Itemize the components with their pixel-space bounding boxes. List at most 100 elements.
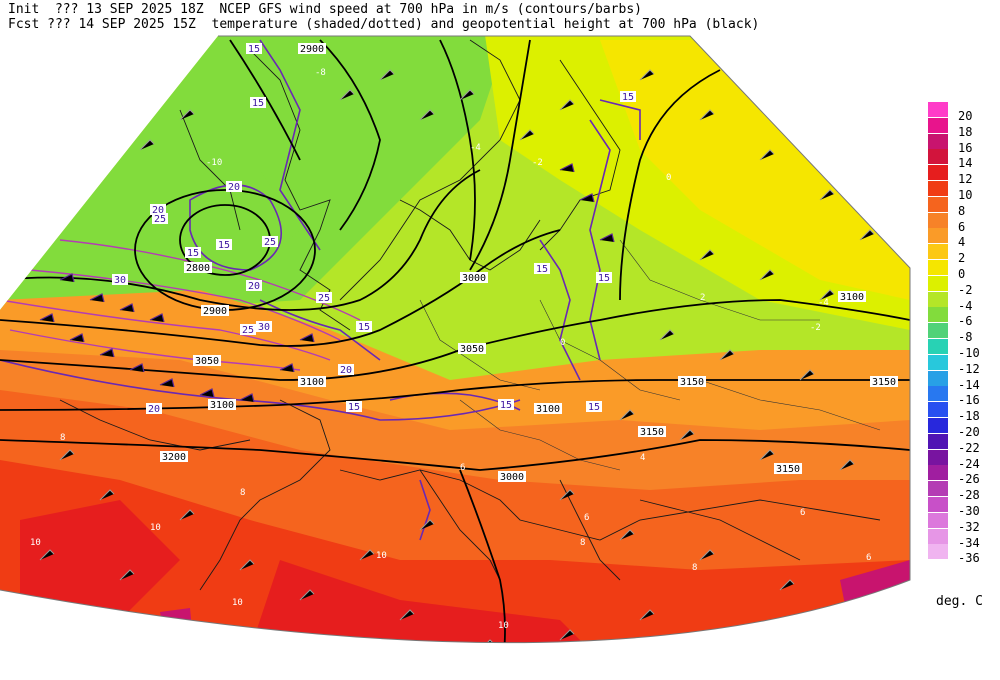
wind-speed-label: 15 [218, 240, 230, 251]
height-label-box [160, 451, 188, 462]
height-label: 3200 [162, 452, 186, 463]
wind-speed-label-box [146, 403, 162, 414]
temperature-label: -4 [818, 298, 829, 308]
height-label: 3150 [872, 377, 896, 388]
colorbar-swatch [928, 260, 948, 275]
wind-speed-label-box [152, 213, 168, 224]
domain-edge [0, 35, 911, 644]
colorbar-label: -12 [958, 361, 980, 376]
colorbar-label: -20 [958, 425, 980, 439]
height-label-box [208, 399, 236, 410]
colorbar-swatch [928, 244, 948, 260]
colorbar-label: -14 [958, 377, 980, 392]
temperature-label: 8 [580, 538, 585, 548]
wind-speed-label-box [185, 247, 201, 258]
height-label-box [638, 426, 666, 437]
wind-speed-label-box [240, 324, 256, 335]
wind-speed-label-box [586, 401, 602, 412]
temperature-label: 2 [700, 293, 705, 303]
temperature-label: 8 [60, 433, 65, 443]
temperature-label: -2 [532, 158, 543, 168]
wind-speed-label: 20 [248, 281, 260, 292]
colorbar-swatch [928, 149, 948, 165]
temperature-label: 6 [460, 463, 465, 473]
wind-speed-label: 15 [187, 248, 199, 259]
forecast-time: Fcst ??? 14 SEP 2025 15Z [8, 17, 196, 32]
colorbar-label: -22 [958, 440, 980, 455]
product-subtitle: temperature (shaded/dotted) and geopoten… [211, 17, 760, 32]
wind-speed-label: 15 [358, 322, 370, 333]
wind-speed-label-box [216, 239, 232, 250]
colorbar-label: 18 [958, 124, 973, 139]
wind-speed-label-box [620, 91, 636, 102]
colorbar-label: -16 [958, 393, 980, 408]
wind-speed-label-box [534, 263, 550, 274]
temperature-label: 6 [866, 553, 871, 563]
temperature-label: -2 [810, 323, 821, 333]
wind-speed-label-box [596, 272, 612, 283]
temperature-label: 4 [640, 453, 645, 463]
temperature-label: -10 [206, 158, 222, 168]
height-label: 3050 [195, 356, 219, 367]
colorbar-swatch [928, 307, 948, 323]
wind-speed-label-box [150, 204, 166, 215]
colorbar-swatch [928, 449, 948, 465]
temperature-label: 10 [150, 523, 161, 533]
temperature-label: 10 [30, 538, 41, 548]
wind-speed-label-box [246, 43, 262, 54]
colorbar-swatch [928, 512, 948, 528]
height-label: 3150 [680, 377, 704, 388]
temperature-label: 10 [498, 621, 509, 631]
temperature-label: 0 [560, 338, 565, 348]
wind-speed-label: 15 [622, 92, 634, 103]
temperature-label: 6 [584, 513, 589, 523]
temperature-label: 10 [376, 551, 387, 561]
height-label: 3100 [210, 400, 234, 411]
wind-speed-label: 15 [500, 400, 512, 411]
height-label-box [774, 463, 802, 474]
colorbar-swatch [928, 212, 948, 228]
wind-speed-label-box [346, 401, 362, 412]
colorbar-swatch [928, 354, 948, 370]
colorbar-label: 14 [958, 156, 973, 171]
wind-speed-label-box [226, 181, 242, 192]
colorbar-label: 12 [958, 172, 973, 187]
height-label-box [201, 305, 229, 316]
wind-speed-label: 15 [252, 98, 264, 109]
colorbar-swatch [928, 481, 948, 497]
height-label: 2900 [300, 44, 324, 55]
init-time: Init ??? 13 SEP 2025 18Z [8, 2, 204, 17]
colorbar-swatch [928, 102, 948, 117]
temperature-label: 10 [232, 598, 243, 608]
wind-speed-label: 25 [242, 325, 254, 336]
wind-barbs-strong [39, 163, 615, 403]
wind-speed-label: 20 [228, 182, 240, 193]
wind-speed-label: 20 [152, 205, 164, 216]
wind-speed-label-box [256, 321, 272, 332]
height-label-box [460, 272, 488, 283]
colorbar-label: -24 [958, 456, 980, 471]
colorbar-label: -8 [958, 330, 973, 345]
temperature-label: 10 [296, 647, 307, 657]
wind-speed-label: 25 [318, 293, 330, 304]
colorbar-label: 20 [958, 109, 973, 123]
colorbar-swatch [928, 291, 948, 307]
height-label: 3150 [776, 464, 800, 475]
colorbar-swatch [928, 228, 948, 244]
colorbar-swatch [928, 133, 948, 149]
colorbar-label: 0 [958, 267, 966, 281]
temperature-label: 0 [666, 173, 671, 183]
colorbar-swatch [928, 528, 948, 544]
colorbar-label: 8 [958, 203, 966, 218]
header-line-2: Fcst ??? 14 SEP 2025 15Z temperature (sh… [8, 17, 759, 33]
height-label-box [838, 291, 866, 302]
wind-speed-label: 15 [588, 402, 600, 413]
colorbar-swatch [928, 165, 948, 181]
colorbar-swatch [928, 323, 948, 339]
product-title: NCEP GFS wind speed at 700 hPa in m/s (c… [219, 2, 642, 17]
height-label-box [458, 343, 486, 354]
colorbar-label: 10 [958, 188, 973, 202]
